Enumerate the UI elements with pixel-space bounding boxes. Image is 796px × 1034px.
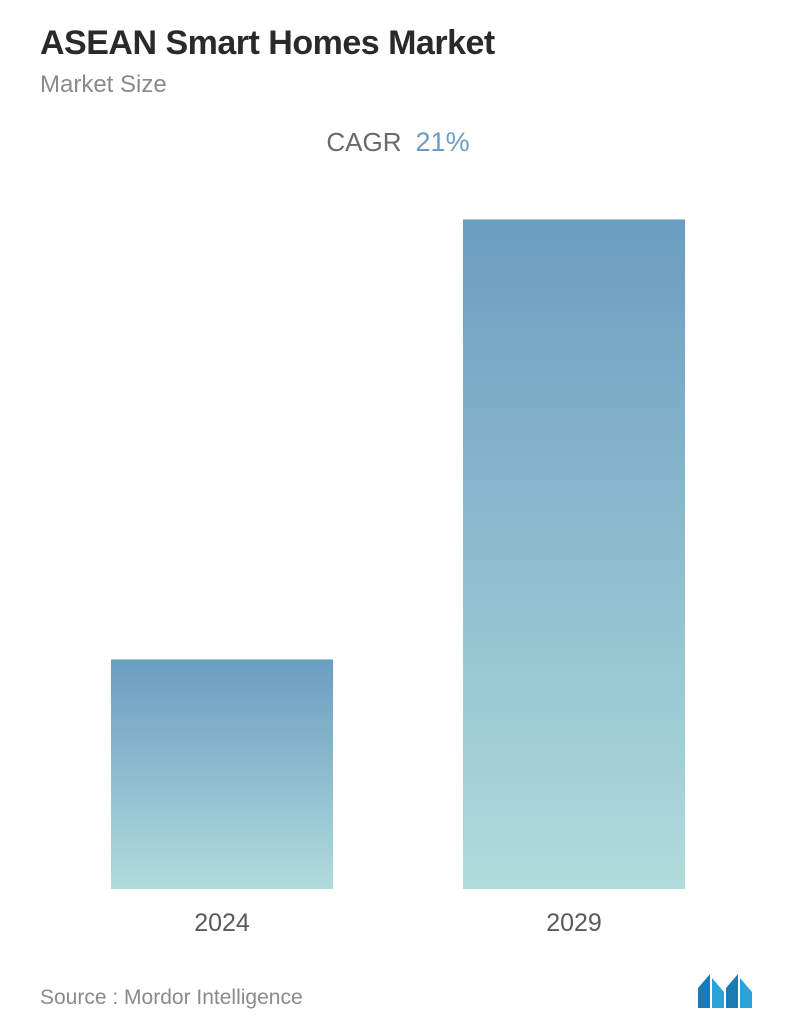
footer: Source : Mordor Intelligence bbox=[40, 970, 756, 1014]
bar-0 bbox=[111, 659, 333, 889]
cagr-row: CAGR 21% bbox=[40, 127, 756, 158]
bar-group-0: 2024 bbox=[111, 659, 333, 938]
brand-logo bbox=[696, 970, 756, 1010]
chart-subtitle: Market Size bbox=[40, 71, 756, 99]
logo-icon bbox=[696, 970, 756, 1010]
cagr-value: 21% bbox=[416, 127, 470, 158]
chart-title: ASEAN Smart Homes Market bbox=[40, 24, 756, 63]
chart-container: ASEAN Smart Homes Market Market Size CAG… bbox=[0, 0, 796, 1034]
bar-group-1: 2029 bbox=[463, 219, 685, 938]
bar-label-1: 2029 bbox=[546, 909, 602, 938]
bar-1 bbox=[463, 219, 685, 889]
bar-label-0: 2024 bbox=[194, 909, 250, 938]
chart-area: 2024 2029 bbox=[40, 168, 756, 938]
source-text: Source : Mordor Intelligence bbox=[40, 986, 303, 1010]
cagr-label: CAGR bbox=[326, 127, 401, 158]
